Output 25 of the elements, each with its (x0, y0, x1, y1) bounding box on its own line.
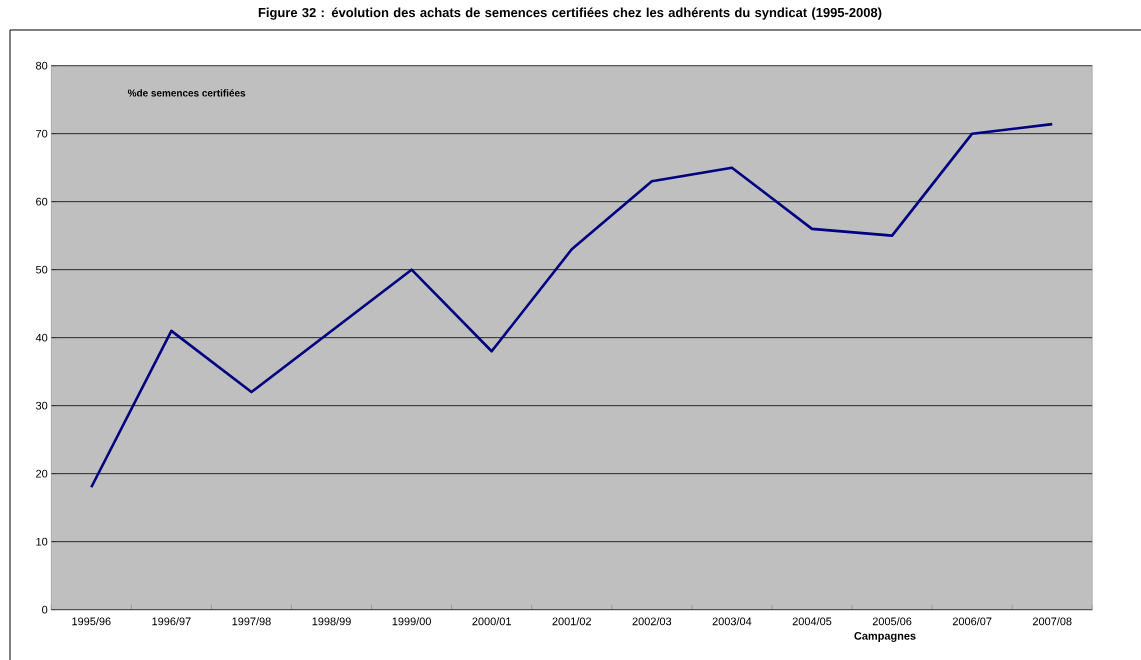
y-tick-label: 40 (35, 333, 48, 342)
x-tick-label: 2007/08 (1032, 617, 1072, 626)
x-tick-label: 1996/97 (152, 617, 191, 626)
y-tick-label: 20 (36, 469, 48, 478)
x-tick-label: 1998/99 (312, 617, 351, 626)
y-tick-label: 70 (36, 129, 48, 138)
x-tick-label: 2000/01 (472, 617, 511, 626)
y-tick-label: 80 (36, 61, 48, 70)
x-axis-title: Campagnes (854, 632, 916, 642)
y-tick-label: 60 (36, 197, 48, 206)
x-tick-label: 1995/96 (72, 617, 111, 626)
y-axis-title: %de semences certifiées (127, 89, 246, 97)
y-tick-label: 0 (42, 605, 48, 614)
x-tick-label: 2003/04 (712, 617, 752, 626)
x-tick-label: 2002/03 (632, 617, 672, 626)
x-tick-label: 2005/06 (872, 617, 912, 626)
y-tick-label: 50 (35, 265, 48, 274)
y-tick-label: 10 (36, 537, 48, 546)
chart-title: Figure 32 : évolution des achats de semences certifiées chez les adhérents du syndicat (1995-2008) (258, 7, 882, 20)
y-tick-label: 30 (35, 401, 48, 410)
x-tick-label: 2001/02 (552, 617, 592, 626)
x-tick-label: 2004/05 (792, 617, 832, 626)
x-tick-label: 1999/00 (392, 617, 431, 626)
x-tick-label: 2006/07 (952, 617, 992, 626)
x-tick-label: 1997/98 (232, 617, 271, 626)
